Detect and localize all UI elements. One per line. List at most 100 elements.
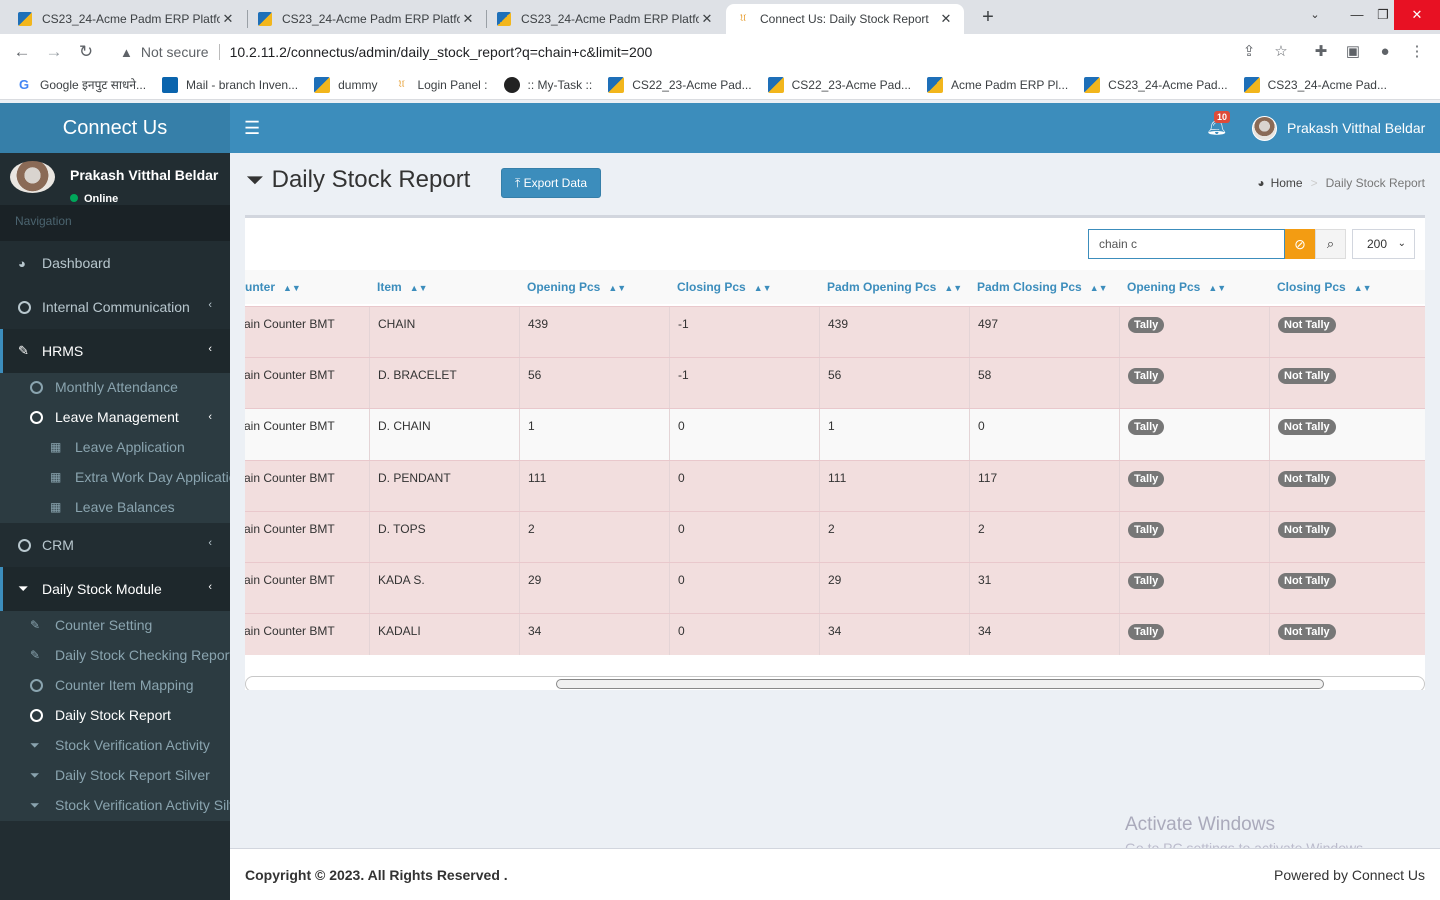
export-data-button[interactable]: ⤒ Export Data (501, 168, 601, 198)
bookmark-item[interactable]: 𝔘 Login Panel : (393, 77, 487, 93)
sidebar-item-daily-stock-checking-report[interactable]: ✎ Daily Stock Checking Report (0, 640, 230, 670)
bookmark-item[interactable]: CS22_23-Acme Pad... (608, 76, 752, 93)
sidebar-item-internal-communication[interactable]: Internal Communication ‹ (0, 285, 230, 329)
column-header-counter[interactable]: unter ▲▼ (245, 270, 301, 304)
chevron-left-icon: ‹ (208, 299, 212, 311)
search-input[interactable] (1088, 229, 1285, 259)
column-header-opening-status[interactable]: Opening Pcs ▲▼ (1127, 270, 1226, 304)
footer: Copyright © 2023. All Rights Reserved . … (230, 848, 1440, 900)
column-header-closing-pcs[interactable]: Closing Pcs ▲▼ (677, 270, 772, 304)
sidebar-item-leave-management[interactable]: Leave Management ‹ (0, 402, 230, 432)
close-tab-icon[interactable]: ✕ (222, 11, 234, 26)
erp-favicon-icon (1084, 76, 1101, 93)
avatar[interactable] (1252, 116, 1277, 141)
cell-item: D. BRACELET (369, 358, 519, 408)
horizontal-scrollbar[interactable] (245, 676, 1425, 690)
sort-icon: ▲▼ (753, 283, 772, 293)
sidebar-item-counter-item-mapping[interactable]: Counter Item Mapping (0, 670, 230, 700)
header-user-name[interactable]: Prakash Vitthal Beldar (1287, 120, 1426, 136)
browser-tab[interactable]: CS23_24-Acme Padm ERP Platfor ✕ (8, 4, 246, 34)
limit-value: 200 (1367, 237, 1388, 251)
bookmark-item[interactable]: :: My-Task :: (503, 76, 592, 93)
cell-counter: ain Counter BMT (245, 368, 335, 382)
close-tab-icon[interactable]: ✕ (701, 11, 713, 26)
restore-icon[interactable]: ❐ (1377, 7, 1389, 22)
sidebar-item-stock-verification-activity-silver[interactable]: ⏷ Stock Verification Activity Silver (0, 790, 230, 820)
more-menu-icon[interactable]: ⋮ (1409, 43, 1425, 60)
column-header-padm-opening-pcs[interactable]: Padm Opening Pcs ▲▼ (827, 270, 962, 304)
status-badge: Tally (1128, 471, 1165, 487)
status-badge: Tally (1128, 573, 1165, 589)
close-tab-icon[interactable]: ✕ (940, 11, 952, 26)
profile-icon[interactable]: ● (1380, 43, 1390, 60)
cell-padm-closing: 2 (969, 512, 1119, 562)
browser-tab-active[interactable]: 𝔘 Connect Us: Daily Stock Report ✕ (726, 4, 964, 34)
app-logo[interactable]: Connect Us (0, 103, 230, 153)
bookmark-label: CS22_23-Acme Pad... (632, 77, 752, 92)
bookmark-item[interactable]: Mail - branch Inven... (162, 76, 298, 93)
search-button[interactable]: ⌕ (1315, 229, 1346, 259)
minimize-icon[interactable]: — (1350, 7, 1364, 22)
sidebar-item-monthly-attendance[interactable]: Monthly Attendance (0, 372, 230, 402)
bookmark-label: CS23_24-Acme Pad... (1108, 77, 1228, 92)
sidebar-item-counter-setting[interactable]: ✎ Counter Setting (0, 610, 230, 640)
chevron-down-icon: ⌄ (1397, 238, 1406, 249)
cell-padm-closing: 117 (969, 461, 1119, 511)
sidebar-item-daily-stock-report-silver[interactable]: ⏷ Daily Stock Report Silver (0, 760, 230, 790)
bookmark-item[interactable]: CS23_24-Acme Pad... (1243, 76, 1387, 93)
sidebar-item-daily-stock-report[interactable]: Daily Stock Report (0, 700, 230, 730)
sidebar-item-hrms[interactable]: ✎ HRMS ‹ (0, 329, 230, 373)
new-tab-plus-icon[interactable]: + (982, 6, 994, 28)
bookmark-item[interactable]: dummy (314, 76, 377, 93)
window-close-icon[interactable]: ✕ (1394, 0, 1440, 30)
clear-search-button[interactable]: ⊘ (1285, 229, 1315, 259)
url-text[interactable]: 10.2.11.2/connectus/admin/daily_stock_re… (229, 44, 653, 60)
column-header-item[interactable]: Item ▲▼ (377, 270, 428, 304)
close-tab-icon[interactable]: ✕ (462, 11, 474, 26)
omnibox[interactable]: ▲ Not secure 10.2.11.2/connectus/admin/d… (106, 37, 1306, 67)
forward-arrow-icon[interactable]: → (45, 42, 63, 61)
cell-padm-closing: 58 (969, 358, 1119, 408)
cell-counter: ain Counter BMT (245, 471, 335, 485)
share-icon[interactable]: ⇪ (1242, 43, 1256, 60)
notification-count-badge: 10 (1214, 111, 1231, 123)
chevron-left-icon: ‹ (208, 343, 212, 355)
sidebar-item-dashboard[interactable]: ◕ Dashboard (0, 241, 230, 285)
bookmark-star-icon[interactable]: ☆ (1274, 43, 1288, 60)
scrollbar-thumb[interactable] (556, 679, 1324, 689)
side-panel-icon[interactable]: ▣ (1345, 43, 1361, 60)
dashboard-icon: ◕ (1257, 176, 1265, 190)
browser-tab[interactable]: CS23_24-Acme Padm ERP Platfor ✕ (487, 4, 725, 34)
breadcrumb-home[interactable]: Home (1270, 176, 1303, 190)
column-header-closing-status[interactable]: Closing Pcs ▲▼ (1277, 270, 1372, 304)
column-header-opening-pcs[interactable]: Opening Pcs ▲▼ (527, 270, 626, 304)
sidebar-item-extra-work-day[interactable]: ▦ Extra Work Day Application (0, 462, 230, 492)
breadcrumb: ◕ Home > Daily Stock Report (1257, 176, 1425, 190)
sidebar-item-leave-application[interactable]: ▦ Leave Application (0, 432, 230, 462)
react-icon (503, 76, 520, 93)
sidebar-toggle-icon[interactable]: ☰ (244, 118, 261, 138)
column-header-padm-closing-pcs[interactable]: Padm Closing Pcs ▲▼ (977, 270, 1108, 304)
reload-icon[interactable]: ↻ (78, 42, 94, 61)
outlook-icon (162, 76, 179, 93)
bookmark-item[interactable]: CS22_23-Acme Pad... (767, 76, 911, 93)
cell-closing-status: Not Tally (1269, 563, 1419, 613)
circle-icon (30, 380, 43, 394)
browser-tab[interactable]: CS23_24-Acme Padm ERP Platfor ✕ (248, 4, 486, 34)
table-row: ain Counter BMT KADALI 34 0 34 34 Tally … (245, 613, 1425, 655)
sidebar-item-leave-balances[interactable]: ▦ Leave Balances (0, 492, 230, 522)
sidebar-item-daily-stock-module[interactable]: ⏷ Daily Stock Module ‹ (0, 567, 230, 611)
back-arrow-icon[interactable]: ← (13, 42, 31, 61)
cell-padm-opening: 56 (819, 358, 969, 408)
menu-label: Stock Verification Activity (55, 737, 210, 753)
bookmark-item[interactable]: Acme Padm ERP Pl... (927, 76, 1068, 93)
cell-padm-opening: 34 (819, 614, 969, 655)
tab-search-chevron-icon[interactable]: ⌄ (1310, 9, 1320, 21)
sidebar-item-stock-verification-activity[interactable]: ⏷ Stock Verification Activity (0, 730, 230, 760)
bookmark-item[interactable]: G Google इनपुट साधने... (16, 76, 146, 93)
limit-select[interactable]: 200 ⌄ (1352, 229, 1415, 259)
sort-icon: ▲▼ (283, 283, 301, 293)
bookmark-item[interactable]: CS23_24-Acme Pad... (1084, 76, 1228, 93)
extensions-puzzle-icon[interactable]: ✚ (1314, 43, 1328, 60)
sidebar-item-crm[interactable]: CRM ‹ (0, 523, 230, 567)
